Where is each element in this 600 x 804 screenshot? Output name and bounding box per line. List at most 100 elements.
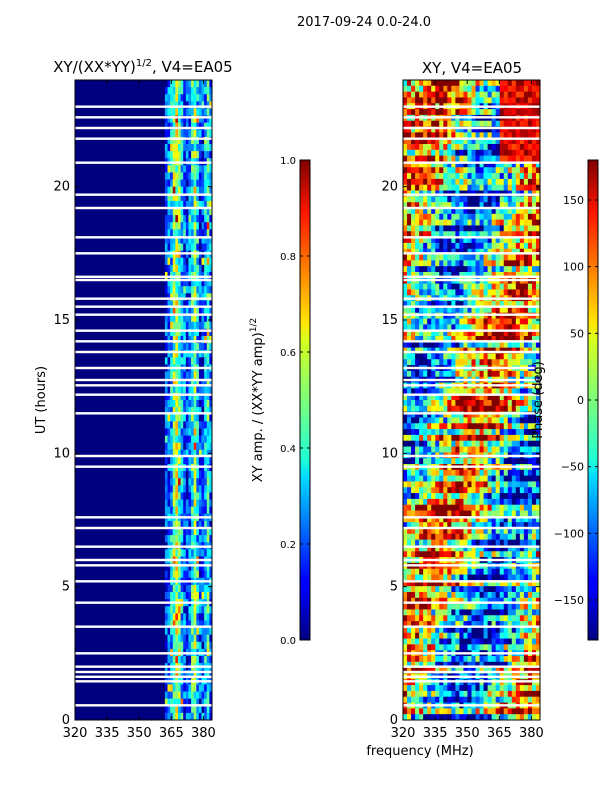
right-heatmap-cell <box>447 307 452 313</box>
right-heatmap-cell <box>403 493 408 499</box>
right-heatmap-cell <box>443 458 448 464</box>
right-heatmap-cell <box>524 266 529 272</box>
right-heatmap-cell <box>480 284 485 290</box>
right-heatmap-cell <box>451 534 456 540</box>
right-heatmap-cell <box>463 353 468 359</box>
right-heatmap-cell <box>504 266 509 272</box>
right-heatmap-cell <box>512 470 517 476</box>
right-heatmap-cell <box>480 511 485 517</box>
right-heatmap-cell <box>472 423 477 429</box>
right-heatmap-cell <box>451 109 456 115</box>
right-heatmap-cell <box>447 470 452 476</box>
right-heatmap-cell <box>451 307 456 313</box>
right-heatmap-cell <box>411 167 416 173</box>
right-heatmap-cell <box>415 435 420 441</box>
right-heatmap-cell <box>463 604 468 610</box>
right-heatmap-cell <box>504 371 509 377</box>
right-heatmap-cell <box>463 167 468 173</box>
right-heatmap-cell <box>472 86 477 92</box>
right-heatmap-cell <box>492 353 497 359</box>
right-heatmap-cell <box>476 353 481 359</box>
right-heatmap-cell <box>512 435 517 441</box>
right-heatmap-cell <box>476 627 481 633</box>
right-heatmap-cell <box>407 179 412 185</box>
right-heatmap-cell <box>492 569 497 575</box>
right-heatmap-cell <box>415 220 420 226</box>
right-heatmap-cell <box>411 639 416 645</box>
right-heatmap-cell <box>520 487 525 493</box>
right-heatmap-cell <box>528 109 533 115</box>
right-heatmap-cell <box>443 255 448 261</box>
right-heatmap-cell <box>403 92 408 98</box>
right-heatmap-cell <box>407 534 412 540</box>
right-heatmap-cell <box>411 185 416 191</box>
right-heatmap-cell <box>480 487 485 493</box>
right-heatmap-cell <box>508 92 513 98</box>
right-heatmap-cell <box>480 196 485 202</box>
right-heatmap-cell <box>419 156 424 162</box>
right-heatmap-cell <box>403 266 408 272</box>
flagged-row <box>75 207 212 209</box>
left-panel-title: XY/(XX*YY)1/2, V4=EA05 <box>53 58 232 76</box>
right-heatmap-cell <box>411 476 416 482</box>
right-heatmap-cell <box>459 214 464 220</box>
right-heatmap-cell <box>463 243 468 249</box>
right-heatmap-cell <box>532 633 537 639</box>
right-heatmap-cell <box>423 243 428 249</box>
right-heatmap-cell <box>520 150 525 156</box>
y-tick-label: 15 <box>53 313 70 328</box>
right-heatmap-cell <box>451 196 456 202</box>
right-heatmap-cell <box>472 406 477 412</box>
right-heatmap-cell <box>484 435 489 441</box>
right-heatmap-cell <box>467 225 472 231</box>
right-heatmap-cell <box>476 185 481 191</box>
right-heatmap-cell <box>476 284 481 290</box>
right-heatmap-cell <box>455 435 460 441</box>
right-heatmap-cell <box>443 604 448 610</box>
right-heatmap-cell <box>524 196 529 202</box>
right-heatmap-cell <box>476 86 481 92</box>
right-heatmap-cell <box>411 371 416 377</box>
right-heatmap-cell <box>411 109 416 115</box>
flagged-row <box>75 455 212 457</box>
right-heatmap-cell <box>480 225 485 231</box>
right-heatmap-cell <box>459 569 464 575</box>
right-heatmap-cell <box>431 586 436 592</box>
right-heatmap-cell <box>443 80 448 86</box>
right-heatmap-cell <box>467 481 472 487</box>
right-heatmap-cell <box>431 121 436 127</box>
right-heatmap-cell <box>496 441 501 447</box>
right-heatmap-cell <box>484 534 489 540</box>
right-heatmap-cell <box>520 80 525 86</box>
right-heatmap-cell <box>427 447 432 453</box>
right-heatmap-cell <box>532 284 537 290</box>
right-heatmap-cell <box>419 575 424 581</box>
right-heatmap-cell <box>423 493 428 499</box>
right-heatmap-cell <box>472 156 477 162</box>
right-heatmap-cell <box>439 359 444 365</box>
right-heatmap-cell <box>516 423 521 429</box>
right-heatmap-cell <box>524 534 529 540</box>
right-heatmap-cell <box>472 109 477 115</box>
right-heatmap-cell <box>492 109 497 115</box>
right-heatmap-cell <box>451 540 456 546</box>
right-heatmap-cell <box>447 423 452 429</box>
right-heatmap-cell <box>431 406 436 412</box>
right-heatmap-cell <box>415 196 420 202</box>
right-heatmap-cell <box>516 284 521 290</box>
right-heatmap-cell <box>423 487 428 493</box>
right-heatmap-cell <box>480 185 485 191</box>
right-heatmap-cell <box>463 144 468 150</box>
right-heatmap-cell <box>403 371 408 377</box>
right-heatmap-cell <box>476 569 481 575</box>
right-heatmap-cell <box>472 435 477 441</box>
right-heatmap-cell <box>484 260 489 266</box>
right-heatmap-cell <box>472 441 477 447</box>
right-heatmap-cell <box>512 266 517 272</box>
right-heatmap-cell <box>520 214 525 220</box>
right-heatmap-cell <box>419 505 424 511</box>
right-heatmap-cell <box>459 260 464 266</box>
right-heatmap-cell <box>435 225 440 231</box>
right-heatmap-cell <box>516 592 521 598</box>
right-heatmap-cell <box>459 476 464 482</box>
